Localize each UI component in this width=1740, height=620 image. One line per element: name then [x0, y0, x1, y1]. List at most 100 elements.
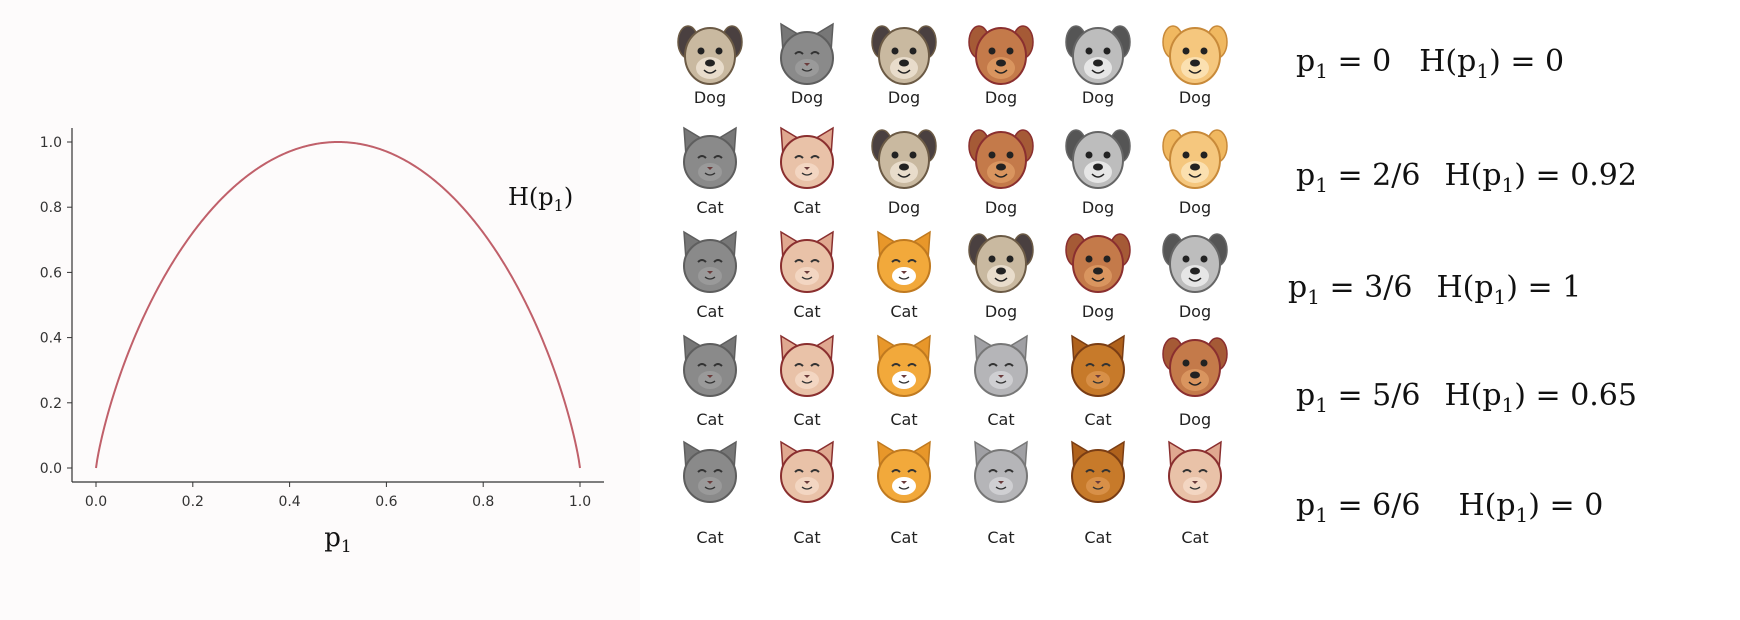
p-equation: p1 = 2/6	[1296, 158, 1421, 197]
y-tick-label: 0.0	[40, 461, 62, 477]
animal-label: Cat	[1084, 410, 1112, 429]
yellow-dog-icon	[1162, 129, 1228, 189]
animal-label: Cat	[696, 198, 724, 217]
pug-icon	[871, 129, 937, 189]
y-tick-label: 0.4	[40, 331, 62, 347]
animal-label: Cat	[987, 410, 1015, 429]
animal-label: Dog	[790, 88, 824, 107]
animal-cell: Cat	[660, 436, 760, 547]
animal-label: Dog	[1081, 88, 1115, 107]
pink-cat-icon	[780, 126, 834, 189]
x-tick-label: 0.8	[472, 494, 494, 510]
animal-label: Cat	[1181, 528, 1209, 547]
animal-grid: Dog Dog Dog Dog Dog Dog Cat Cat Dog Dog Dog Dog Cat C…	[660, 0, 1300, 620]
animal-label: Cat	[890, 410, 918, 429]
p-value: 3/6	[1364, 270, 1413, 305]
y-tick-label: 0.8	[40, 200, 62, 216]
animal-cell: Cat	[757, 436, 857, 547]
animal-label: Cat	[793, 528, 821, 547]
animal-label: Dog	[1178, 88, 1212, 107]
animal-cell: Dog	[660, 18, 760, 128]
animal-label: Cat	[696, 410, 724, 429]
pink-cat-icon	[780, 334, 834, 397]
animal-cell: Dog	[1048, 226, 1148, 336]
animal-cell: Cat	[757, 226, 857, 336]
h-equation: H(p1) = 0	[1458, 488, 1604, 527]
animal-label: Cat	[890, 302, 918, 321]
animal-label: Dog	[693, 88, 727, 107]
animal-cell: Dog	[1048, 18, 1148, 128]
animal-cell: Dog	[1145, 330, 1245, 440]
equation-row: p1 = 0 H(p1) = 0	[1296, 44, 1564, 83]
animal-label: Cat	[890, 528, 918, 547]
entropy-chart-svg: 0.0 0.2 0.4 0.6 0.8 1.0 0.0 0.2 0.4 0.6 0.8 1.0 H(p1…	[40, 128, 604, 557]
x-tick-label: 0.2	[182, 494, 204, 510]
x-tick-label: 1.0	[569, 494, 591, 510]
animal-cell: Dog	[951, 226, 1051, 336]
animal-label: Dog	[887, 198, 921, 217]
p-value: 0	[1372, 44, 1392, 79]
animal-label: Dog	[984, 302, 1018, 321]
animal-cell: Cat	[854, 436, 954, 547]
h-equation: H(p1) = 0.92	[1444, 158, 1637, 197]
animal-label: Cat	[696, 302, 724, 321]
animal-label: Cat	[696, 528, 724, 547]
animal-cell: Dog	[1145, 226, 1245, 336]
animal-label: Dog	[1081, 198, 1115, 217]
tabby-cat-icon	[1071, 440, 1125, 503]
equation-row: p1 = 2/6 H(p1) = 0.92	[1296, 158, 1637, 197]
curve-label: H(p1)	[508, 183, 573, 215]
h-value: 1	[1562, 270, 1582, 305]
y-tick-label: 1.0	[40, 135, 62, 151]
p-equation: p1 = 3/6	[1288, 270, 1413, 309]
animal-cell: Cat	[951, 436, 1051, 547]
animal-cell: Cat	[757, 330, 857, 440]
pug-icon	[677, 25, 743, 85]
gray-dog-icon	[1065, 25, 1131, 85]
x-tick-label: 0.0	[85, 494, 107, 510]
animal-label: Cat	[793, 198, 821, 217]
brown-dog-icon	[1162, 337, 1228, 397]
yellow-dog-icon	[1162, 25, 1228, 85]
pug-icon	[871, 25, 937, 85]
animal-cell: Dog	[1048, 122, 1148, 232]
orange-cat-icon	[877, 440, 931, 503]
gray-cat-icon	[683, 230, 737, 293]
pink-cat-icon	[780, 440, 834, 503]
h-equation: H(p1) = 0	[1419, 44, 1565, 83]
orange-cat-icon	[877, 230, 931, 293]
animal-label: Dog	[1178, 410, 1212, 429]
tabby-cat-icon	[1071, 334, 1125, 397]
gray-cat-icon	[683, 440, 737, 503]
animal-cell: Dog	[854, 18, 954, 128]
animal-cell: Dog	[951, 122, 1051, 232]
animal-cell: Dog	[1145, 18, 1245, 128]
animal-label: Dog	[1178, 302, 1212, 321]
animal-cell: Dog	[1145, 122, 1245, 232]
animal-cell: Cat	[660, 330, 760, 440]
orange-cat-icon	[877, 334, 931, 397]
p-value: 6/6	[1372, 488, 1421, 523]
y-tick-label: 0.2	[40, 396, 62, 412]
gray-cat-icon	[780, 22, 834, 85]
h-value: 0.65	[1570, 378, 1637, 413]
animal-label: Cat	[793, 410, 821, 429]
x-axis-label: p1	[324, 523, 351, 557]
animal-label: Dog	[984, 88, 1018, 107]
p-equation: p1 = 5/6	[1296, 378, 1421, 417]
gray-cat-icon	[683, 334, 737, 397]
h-equation: H(p1) = 1	[1436, 270, 1582, 309]
h-value: 0	[1545, 44, 1565, 79]
h-equation: H(p1) = 0.65	[1444, 378, 1637, 417]
animal-label: Dog	[887, 88, 921, 107]
x-tick-label: 0.6	[375, 494, 397, 510]
pug-icon	[968, 233, 1034, 293]
gray-cat-icon	[683, 126, 737, 189]
animal-cell: Cat	[1145, 436, 1245, 547]
animal-label: Cat	[987, 528, 1015, 547]
animal-label: Dog	[1178, 198, 1212, 217]
y-tick-label: 0.6	[40, 265, 62, 281]
equation-row: p1 = 5/6 H(p1) = 0.65	[1296, 378, 1637, 417]
brown-dog-icon	[968, 129, 1034, 189]
pink-cat-icon	[780, 230, 834, 293]
